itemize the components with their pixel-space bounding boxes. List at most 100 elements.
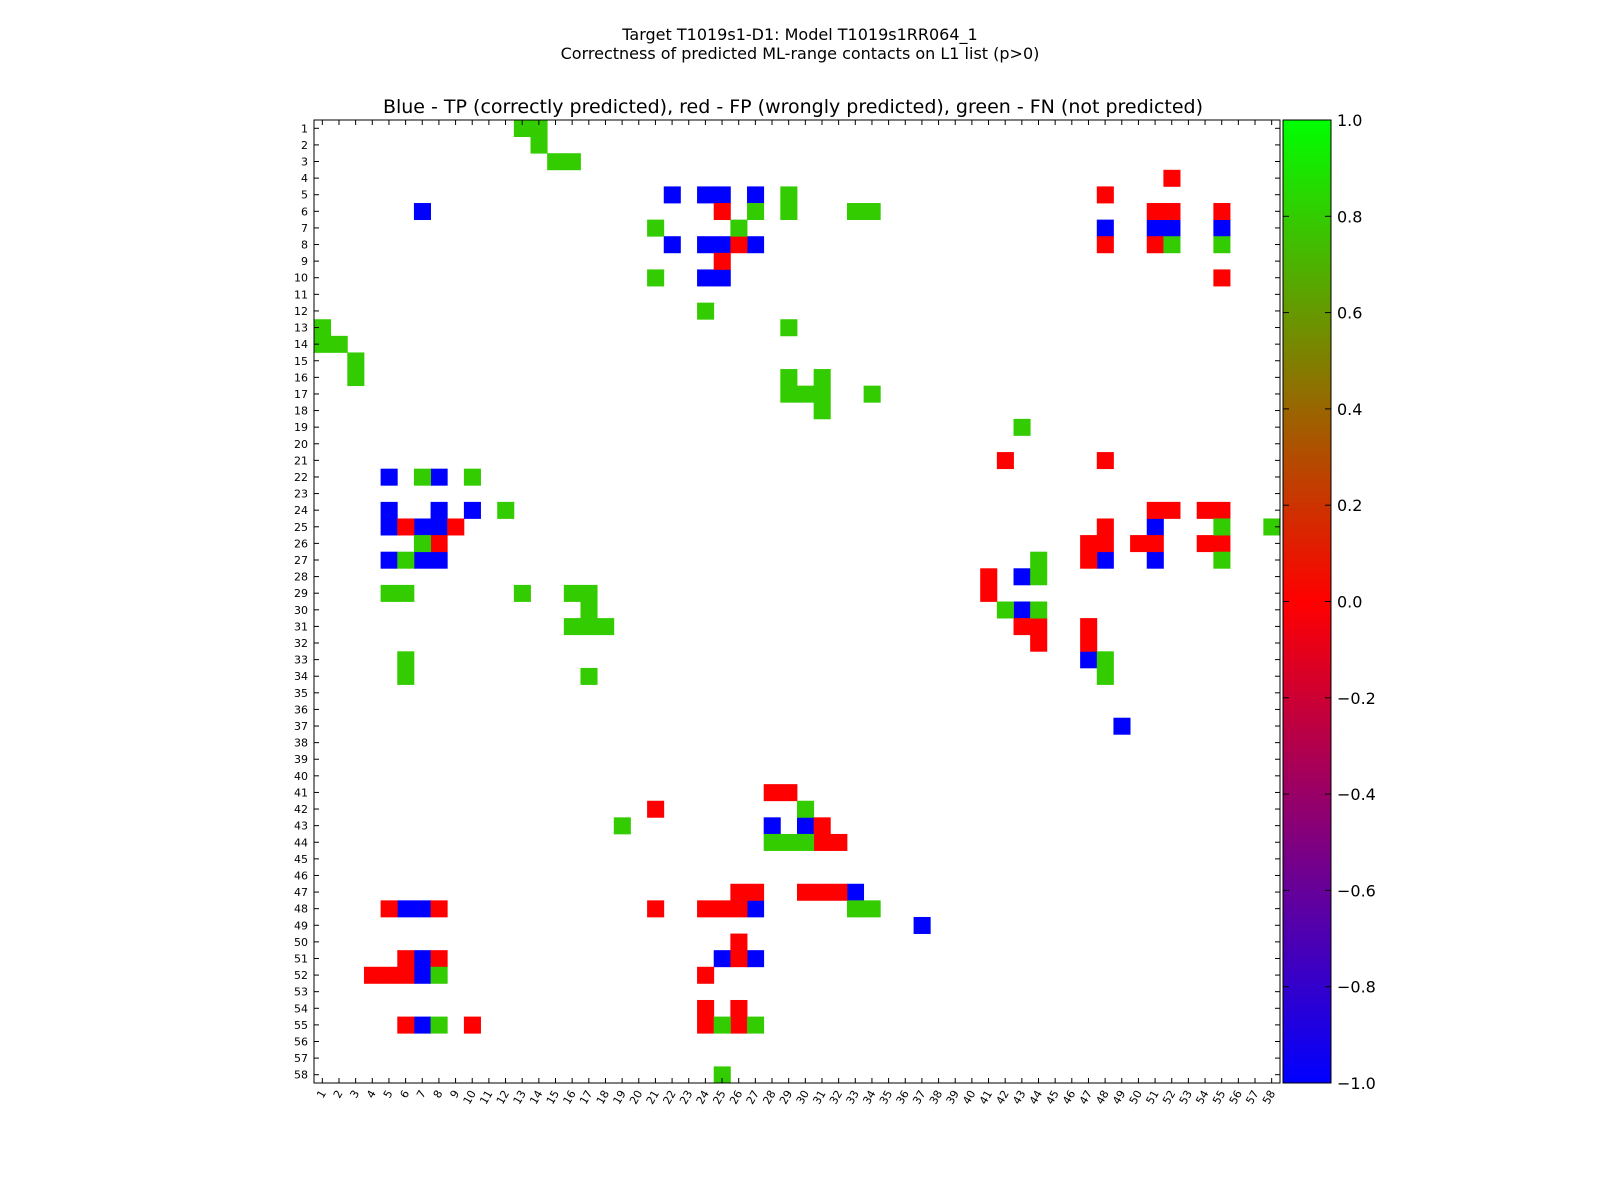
y-tick-label: 21 xyxy=(294,454,308,467)
cell-fn xyxy=(1263,518,1281,536)
cell-fn xyxy=(747,203,765,221)
x-tick-label: 24 xyxy=(694,1088,712,1107)
x-tick-label: 35 xyxy=(877,1088,895,1107)
y-tick-label: 51 xyxy=(294,952,308,965)
y-tick-label: 23 xyxy=(294,488,308,501)
cell-tp xyxy=(713,269,731,287)
cell-tp xyxy=(430,468,448,486)
cell-fn xyxy=(647,269,665,287)
x-tick-label: 6 xyxy=(397,1088,412,1101)
cell-tp xyxy=(713,236,731,254)
cell-fp xyxy=(713,900,731,918)
y-tick-label: 32 xyxy=(294,637,308,650)
y-tick-label: 50 xyxy=(294,936,308,949)
cell-tp xyxy=(1213,219,1231,237)
cell-tp xyxy=(747,900,765,918)
cell-fp xyxy=(1080,535,1098,553)
y-tick-label: 49 xyxy=(294,919,308,932)
cell-tp xyxy=(713,186,731,204)
x-tick-label: 20 xyxy=(627,1088,645,1107)
cell-fn xyxy=(647,219,665,237)
cell-fn xyxy=(413,535,431,553)
cell-tp xyxy=(380,518,398,536)
cell-tp xyxy=(747,236,765,254)
cell-tp xyxy=(430,501,448,519)
cell-tp xyxy=(413,966,431,984)
x-tick-label: 44 xyxy=(1027,1088,1045,1107)
cell-fn xyxy=(397,584,415,602)
cell-fp xyxy=(730,883,748,901)
x-tick-label: 3 xyxy=(347,1088,362,1101)
y-tick-label: 27 xyxy=(294,554,308,567)
cell-fn xyxy=(730,219,748,237)
x-tick-label: 28 xyxy=(760,1088,778,1107)
y-tick-label: 24 xyxy=(294,504,308,517)
cell-fp xyxy=(1096,236,1114,254)
x-tick-label: 39 xyxy=(944,1088,962,1107)
axis-ticks xyxy=(314,120,1280,1083)
cell-fn xyxy=(397,651,415,669)
y-tick-label: 54 xyxy=(294,1002,308,1015)
y-tick-label: 40 xyxy=(294,770,308,783)
cell-tp xyxy=(846,883,865,901)
cell-fn xyxy=(813,402,831,420)
cell-tp xyxy=(380,468,398,486)
x-tick-label: 7 xyxy=(414,1088,429,1101)
cell-fp xyxy=(463,1016,481,1034)
cell-fp xyxy=(1080,551,1098,569)
y-tick-label: 53 xyxy=(294,986,308,999)
cell-tp xyxy=(413,518,431,536)
y-tick-label: 15 xyxy=(294,355,308,368)
chart-title: Blue - TP (correctly predicted), red - F… xyxy=(383,96,1203,118)
x-tick-label: 42 xyxy=(994,1088,1012,1107)
heatmap-cells xyxy=(314,120,1281,1084)
y-tick-label: 25 xyxy=(294,521,308,534)
x-tick-label: 47 xyxy=(1077,1088,1095,1107)
y-tick-label: 48 xyxy=(294,903,308,916)
cell-fp xyxy=(1030,618,1048,636)
cell-fp xyxy=(697,900,715,918)
cell-fp xyxy=(697,966,715,984)
cell-fn xyxy=(380,584,398,602)
cell-fp xyxy=(647,800,665,818)
cell-tp xyxy=(463,501,481,519)
cell-fn xyxy=(747,1016,765,1034)
x-tick-label: 36 xyxy=(894,1088,912,1107)
cell-fp xyxy=(1213,535,1231,553)
cell-fn xyxy=(530,120,548,137)
cell-fp xyxy=(1213,501,1231,519)
cell-fn xyxy=(463,468,481,486)
x-tick-label: 26 xyxy=(727,1088,745,1107)
y-tick-label: 52 xyxy=(294,969,308,982)
x-tick-label: 52 xyxy=(1160,1088,1178,1107)
y-tick-label: 19 xyxy=(294,421,308,434)
x-tick-label: 4 xyxy=(364,1088,379,1101)
x-tick-label: 25 xyxy=(710,1088,728,1107)
x-tick-label: 21 xyxy=(644,1088,662,1107)
cell-tp xyxy=(397,900,415,918)
cell-fp xyxy=(813,883,831,901)
cell-fp xyxy=(1146,501,1164,519)
cell-tp xyxy=(697,269,715,287)
cell-fp xyxy=(447,518,465,536)
x-tick-label: 32 xyxy=(827,1088,845,1107)
y-tick-label: 10 xyxy=(294,272,308,285)
x-tick-label: 57 xyxy=(1243,1088,1261,1107)
cell-fn xyxy=(1030,551,1048,569)
cell-fn xyxy=(513,584,531,602)
y-tick-label: 5 xyxy=(301,189,308,202)
cell-tp xyxy=(1096,551,1114,569)
colorbar-tick-label: 0.2 xyxy=(1337,496,1362,515)
cell-tp xyxy=(1146,551,1164,569)
cell-fp xyxy=(1096,535,1114,553)
cell-fn xyxy=(813,369,831,387)
plot-frame xyxy=(313,119,1281,1084)
x-tick-label: 15 xyxy=(544,1088,562,1107)
x-tick-label: 37 xyxy=(910,1088,928,1107)
cell-tp xyxy=(747,186,765,204)
y-tick-label: 39 xyxy=(294,753,308,766)
y-tick-label: 26 xyxy=(294,537,308,550)
y-tick-label: 33 xyxy=(294,654,308,667)
cell-fn xyxy=(430,966,448,984)
cell-fp xyxy=(797,883,815,901)
